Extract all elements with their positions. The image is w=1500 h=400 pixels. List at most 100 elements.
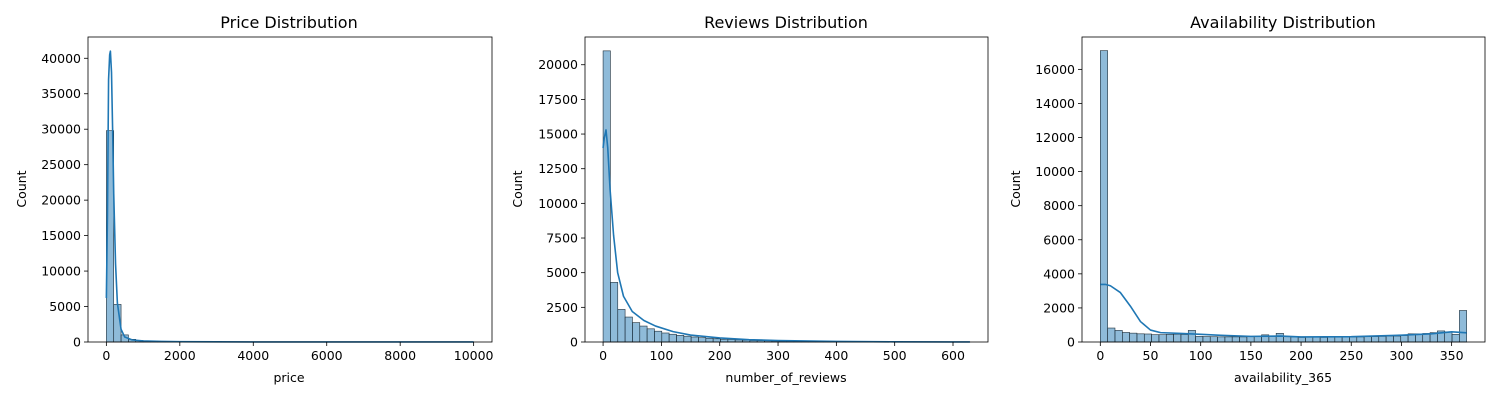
price-distribution-chart: Price Distribution 0 2000 4000 6000 8000 1000… <box>14 13 494 385</box>
y-tick-label: 15000 <box>41 228 81 243</box>
histogram-bar <box>1202 336 1211 343</box>
x-tick-label: 0 <box>1096 348 1104 363</box>
histogram-bar <box>1363 336 1372 343</box>
x-tick-label: 0 <box>599 348 607 363</box>
histogram-bar <box>1180 334 1189 343</box>
histogram-bar <box>1283 336 1292 343</box>
x-tick-label: 600 <box>941 348 965 363</box>
y-tick-label: 0 <box>570 335 578 350</box>
axis-ticks: 0 2000 4000 6000 8000 10000 0 5000 10000 15000 200… <box>41 51 493 363</box>
histogram-bar <box>1129 332 1138 343</box>
y-tick-label: 20000 <box>538 57 578 72</box>
x-tick-label: 350 <box>1440 348 1464 363</box>
y-tick-label: 12000 <box>1035 130 1075 145</box>
x-tick-label: 200 <box>708 348 732 363</box>
y-tick-label: 35000 <box>41 86 81 101</box>
histogram-bar <box>1356 336 1365 343</box>
y-tick-label: 0 <box>1067 335 1075 350</box>
histogram-bar <box>1173 333 1182 343</box>
kde-line <box>1100 283 1467 338</box>
histogram-bar <box>1231 336 1240 343</box>
x-tick-label: 500 <box>883 348 907 363</box>
histogram-bar <box>1459 310 1467 343</box>
y-tick-label: 20000 <box>41 193 81 208</box>
y-tick-label: 2500 <box>546 300 578 315</box>
axis-ticks: 0 50 100 150 200 250 300 350 0 2000 4000 6000 8000 10… <box>1035 62 1463 363</box>
histogram-bar <box>676 335 685 343</box>
axis-ticks: 0 100 200 300 400 500 600 0 2500 5000 7500 10000 125… <box>538 57 965 363</box>
x-tick-label: 400 <box>824 348 848 363</box>
x-tick-label: 4000 <box>237 348 269 363</box>
x-axis-label: availability_365 <box>1234 370 1332 385</box>
histogram-bar <box>1239 336 1248 343</box>
y-tick-label: 2000 <box>1043 300 1075 315</box>
y-tick-label: 4000 <box>1043 266 1075 281</box>
x-tick-label: 2000 <box>164 348 196 363</box>
histogram-bar <box>1122 332 1130 343</box>
x-tick-label: 8000 <box>384 348 416 363</box>
y-tick-label: 17500 <box>538 92 578 107</box>
histogram-bar <box>602 50 611 343</box>
kde-line <box>602 129 970 343</box>
histogram-bar <box>1451 334 1460 343</box>
histogram-bar <box>1334 336 1343 343</box>
histogram-bar <box>1297 337 1306 343</box>
kde-curve <box>105 50 474 343</box>
histogram-bar <box>1385 335 1394 343</box>
histogram-bar <box>1143 333 1152 343</box>
y-tick-label: 40000 <box>41 51 81 66</box>
histogram-bar <box>1290 336 1299 343</box>
histogram-bar <box>1275 333 1284 343</box>
y-tick-label: 7500 <box>546 231 578 246</box>
histogram-bar <box>661 332 670 343</box>
y-tick-label: 6000 <box>1043 232 1075 247</box>
x-tick-label: 10000 <box>454 348 494 363</box>
y-tick-label: 12500 <box>538 161 578 176</box>
histogram-bar <box>1107 327 1116 343</box>
histogram-bar <box>1151 334 1160 343</box>
histogram-bar <box>1393 335 1402 343</box>
y-tick-label: 10000 <box>41 264 81 279</box>
histogram-bar <box>1312 336 1321 343</box>
histogram-bar <box>1327 336 1336 343</box>
y-tick-label: 30000 <box>41 122 81 137</box>
y-tick-label: 16000 <box>1035 62 1075 77</box>
histogram-bar <box>646 328 655 343</box>
y-axis-label: Count <box>14 170 29 207</box>
histogram-bar <box>1371 336 1380 343</box>
histogram-bar <box>1224 336 1233 343</box>
histogram-bar <box>668 333 677 343</box>
histogram-bar <box>654 330 663 343</box>
x-tick-label: 100 <box>1189 348 1213 363</box>
histogram-bar <box>1319 337 1328 343</box>
histogram-bar <box>683 335 692 343</box>
histogram-bar <box>610 282 619 343</box>
histogram-bar <box>639 325 648 343</box>
plot-area <box>1081 36 1486 343</box>
kde-line <box>105 50 474 343</box>
kde-curve <box>602 129 970 343</box>
y-tick-label: 10000 <box>1035 164 1075 179</box>
y-tick-label: 15000 <box>538 127 578 142</box>
chart-title: Reviews Distribution <box>704 13 868 32</box>
x-axis-label: number_of_reviews <box>725 370 846 385</box>
y-axis-label: Count <box>1008 170 1023 207</box>
histogram-bar <box>690 336 699 343</box>
histogram-bars <box>106 130 474 343</box>
plot-area <box>584 36 989 343</box>
histogram-bar <box>720 338 729 343</box>
y-tick-label: 25000 <box>41 157 81 172</box>
histogram-bar <box>1444 331 1453 343</box>
histogram-bar <box>1349 336 1358 343</box>
histogram-bar <box>1136 333 1145 343</box>
x-tick-label: 250 <box>1339 348 1363 363</box>
histogram-bar <box>1246 336 1255 343</box>
y-tick-label: 5000 <box>546 265 578 280</box>
x-tick-label: 200 <box>1289 348 1313 363</box>
kde-curve <box>1100 283 1467 338</box>
chart-title: Availability Distribution <box>1190 13 1376 32</box>
histogram-bar <box>632 322 641 343</box>
x-tick-label: 300 <box>766 348 790 363</box>
histogram-bar <box>712 338 721 343</box>
